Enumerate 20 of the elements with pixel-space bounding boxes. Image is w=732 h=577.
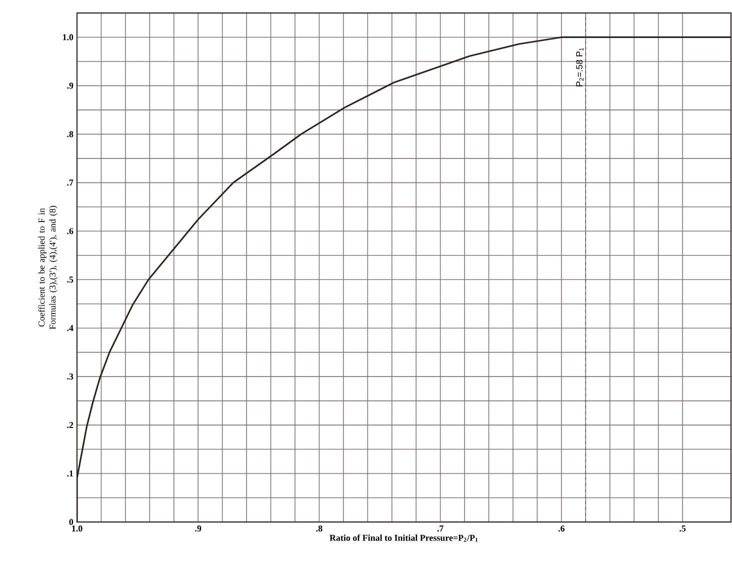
y-tick-label: 0 — [69, 518, 74, 526]
y-tick-label: .5 — [67, 276, 74, 283]
y-tick-label: .6 — [67, 228, 74, 234]
y-tick-label: .8 — [67, 131, 74, 138]
x-tick-label: .7 — [437, 526, 444, 532]
y-tick-label: 1.0 — [62, 34, 74, 40]
x-axis-title: Ratio of Final to Initial Pressure=P$_{2}$/P$_{1}$ — [330, 534, 478, 542]
y-tick-label: .4 — [67, 325, 74, 332]
x-tick-label: .6 — [558, 526, 565, 532]
y-tick-label: .1 — [67, 470, 74, 477]
y-axis-title: Coefficient to be applied to F in Formulas (3),(3′), (4),(4′), and (8) — [38, 206, 58, 330]
x-tick-label: .8 — [316, 526, 322, 532]
x-tick-label: 1.0 — [72, 526, 82, 532]
y-tick-label: .2 — [67, 422, 74, 428]
y-tick-label: .3 — [67, 374, 74, 380]
x-tick-label: .5 — [680, 526, 686, 532]
y-tick-label: .7 — [67, 180, 74, 186]
y-tick-label: .9 — [67, 82, 74, 89]
ref-line-label: P$_{2}$=.58 P$_{1}$ — [576, 48, 584, 86]
x-tick-label: .9 — [195, 526, 202, 532]
